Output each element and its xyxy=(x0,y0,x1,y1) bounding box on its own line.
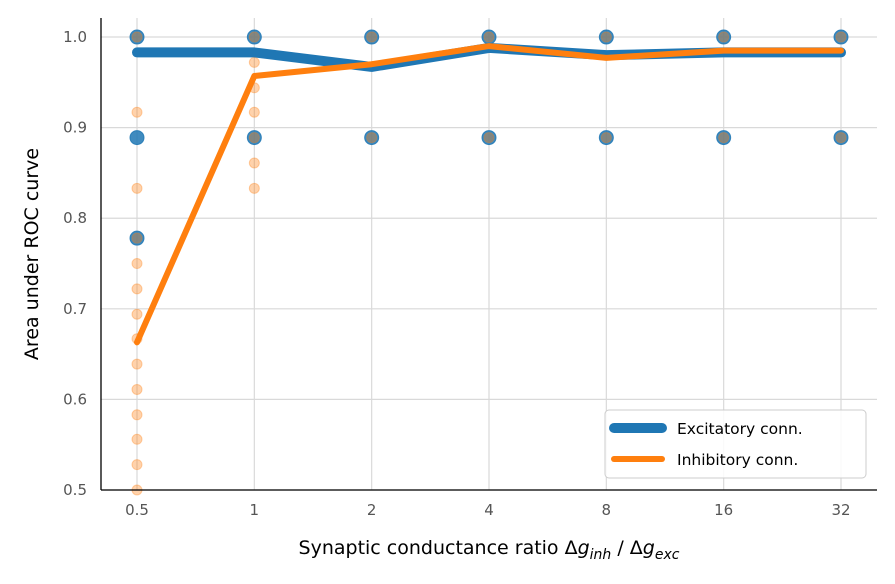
data-point xyxy=(131,182,143,194)
x-label-part: exc xyxy=(655,547,680,563)
data-point xyxy=(248,182,260,194)
x-label-part: g xyxy=(643,537,655,559)
data-point xyxy=(366,132,378,144)
data-point xyxy=(598,130,614,146)
data-point xyxy=(131,232,143,244)
y-tick-label: 0.9 xyxy=(63,119,87,137)
data-point xyxy=(248,132,260,144)
x-tick-label: 8 xyxy=(602,501,612,519)
x-label-part: g xyxy=(578,537,590,559)
data-point xyxy=(248,56,260,68)
data-point xyxy=(483,31,495,43)
data-point xyxy=(600,132,612,144)
data-point xyxy=(248,31,260,43)
x-tick-label: 16 xyxy=(714,501,733,519)
data-point xyxy=(131,258,143,270)
data-point xyxy=(481,130,497,146)
x-label-part: / Δ xyxy=(611,537,642,559)
data-point xyxy=(598,29,614,45)
data-point xyxy=(833,130,849,146)
data-point xyxy=(129,130,145,146)
y-tick-label: 0.7 xyxy=(63,300,87,318)
x-label-part: Synaptic conductance ratio Δ xyxy=(299,537,578,559)
data-point xyxy=(131,106,143,118)
y-tick-label: 0.6 xyxy=(63,390,87,408)
x-tick-label: 2 xyxy=(367,501,377,519)
data-point xyxy=(246,130,262,146)
legend-box xyxy=(604,409,867,479)
data-point xyxy=(835,132,847,144)
x-label-part: inh xyxy=(590,547,612,563)
data-point xyxy=(483,132,495,144)
data-point xyxy=(248,106,260,118)
data-point xyxy=(833,29,849,45)
data-point xyxy=(718,31,730,43)
y-tick-label: 0.5 xyxy=(63,481,87,499)
data-point xyxy=(129,230,145,246)
data-point xyxy=(131,31,143,43)
plot-area xyxy=(129,29,849,496)
data-point xyxy=(131,433,143,445)
data-point xyxy=(131,459,143,471)
data-point xyxy=(131,283,143,295)
legend-label: Inhibitory conn. xyxy=(677,451,798,469)
data-point xyxy=(248,157,260,169)
data-point xyxy=(364,29,380,45)
data-point xyxy=(129,29,145,45)
data-point xyxy=(131,358,143,370)
data-point xyxy=(716,130,732,146)
y-axis-label: Area under ROC curve xyxy=(21,148,43,360)
data-point xyxy=(131,383,143,395)
x-tick-label: 4 xyxy=(484,501,494,519)
y-tick-label: 1.0 xyxy=(63,28,87,46)
x-tick-label: 0.5 xyxy=(125,501,149,519)
data-point xyxy=(366,31,378,43)
y-tick-label: 0.8 xyxy=(63,209,87,227)
data-point xyxy=(131,308,143,320)
data-point xyxy=(131,409,143,421)
legend: Excitatory conn. Inhibitory conn. xyxy=(604,409,867,479)
x-tick-label: 1 xyxy=(250,501,260,519)
data-point xyxy=(246,29,262,45)
data-point xyxy=(716,29,732,45)
data-point xyxy=(364,130,380,146)
data-point xyxy=(835,31,847,43)
data-point xyxy=(718,132,730,144)
data-point xyxy=(600,31,612,43)
series-line xyxy=(134,43,844,346)
legend-label: Excitatory conn. xyxy=(677,420,803,438)
x-axis-label: Synaptic conductance ratio Δginh / Δgexc xyxy=(299,537,680,563)
x-tick-label: 32 xyxy=(831,501,850,519)
